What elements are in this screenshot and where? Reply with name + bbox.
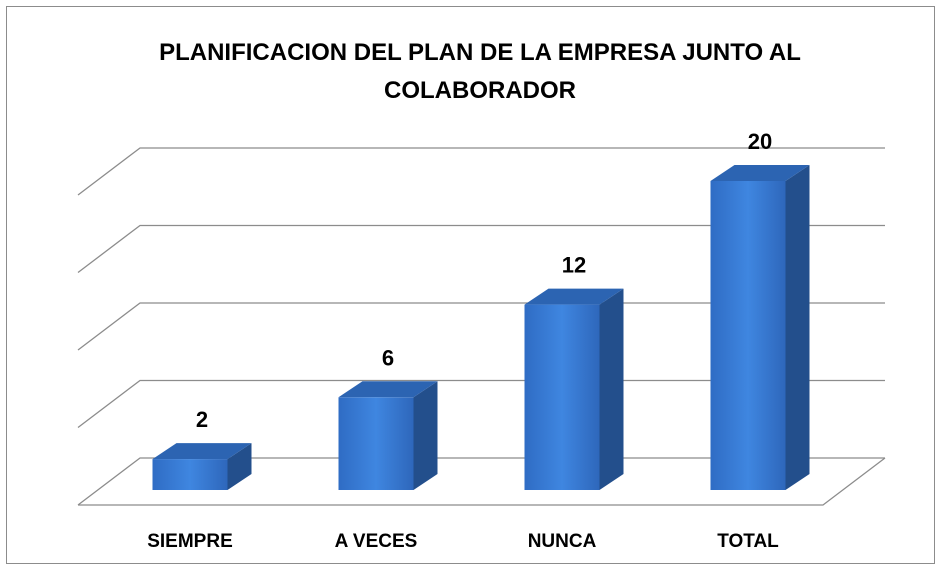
chart-title: PLANIFICACION DEL PLAN DE LA EMPRESA JUN… [159, 39, 801, 104]
grid-line [77, 302, 885, 351]
bar [152, 459, 228, 490]
bar-top [152, 443, 252, 460]
data-label: 12 [562, 253, 586, 278]
bar-side [227, 443, 252, 490]
bar-top [710, 165, 810, 181]
x-tick-label: SIEMPRE [147, 531, 233, 552]
bar-side [413, 381, 438, 490]
data-label: 20 [748, 129, 772, 154]
bar [710, 181, 786, 490]
grid-line [77, 147, 885, 196]
bar [338, 397, 414, 490]
grid-line [77, 379, 885, 429]
bar-top [338, 381, 438, 398]
data-label: 2 [196, 407, 208, 432]
x-tick-label: NUNCA [528, 531, 597, 552]
bar-side [599, 288, 624, 490]
grid-line [77, 224, 885, 274]
bar [524, 304, 600, 490]
data-label: 6 [382, 345, 394, 370]
x-tick-label: TOTAL [717, 531, 779, 552]
bar-side [785, 165, 810, 490]
chart-border [6, 6, 935, 564]
grid-line [77, 457, 885, 506]
floor [78, 457, 886, 506]
bar-top [524, 288, 624, 305]
x-tick-label: A VECES [335, 531, 418, 552]
